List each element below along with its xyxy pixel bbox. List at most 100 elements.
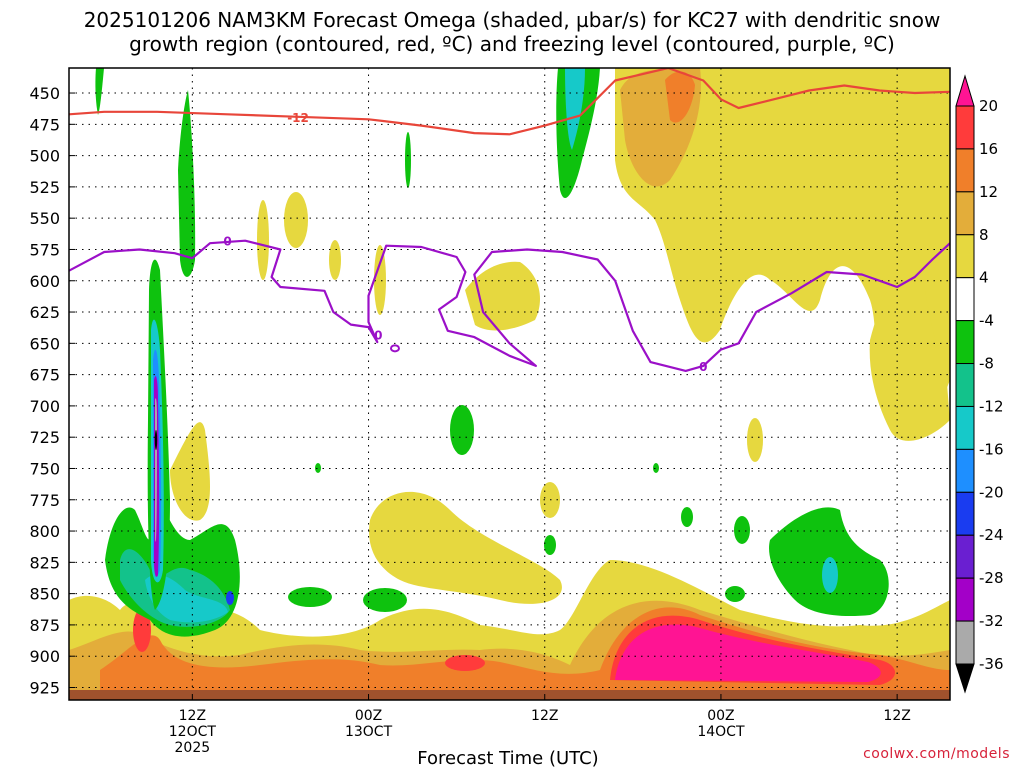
colorbar-label-8: -16	[979, 440, 1004, 458]
contour-freezing-line	[69, 239, 950, 372]
x-tick-label-30-1: 14OCT	[697, 724, 745, 740]
shade-teal-top-center	[565, 68, 585, 150]
credit-text: coolwx.com/models	[863, 746, 1010, 762]
colorbar-bin-10	[955, 491, 975, 536]
y-axis-ticks: 450 475 500 525 550 575 600 625 650 675 700 725 750 7…	[29, 84, 75, 697]
colorbar-bin-9	[955, 448, 975, 493]
shade-yellow-upper-right	[615, 68, 950, 433]
y-tick-label-850: 850	[29, 585, 60, 604]
y-tick-label-600: 600	[29, 272, 60, 291]
colorbar-bin-8	[955, 405, 975, 450]
shade-green-cell-b	[288, 587, 332, 607]
y-tick-label-900: 900	[29, 647, 60, 666]
colorbar-top-arrow	[955, 74, 975, 107]
colorbar-label-1: 16	[979, 140, 998, 158]
shade-black-column	[154, 430, 158, 450]
x-tick-label-0-1: 12OCT	[169, 724, 217, 740]
y-tick-label-575: 575	[29, 240, 60, 259]
colorbar-label-12: -32	[979, 612, 1004, 630]
colorbar-bin-5	[955, 277, 975, 322]
shade-yellow-blob-c	[329, 240, 341, 280]
colorbar-bin-6	[955, 320, 975, 365]
colorbar-bin-11	[955, 534, 975, 579]
shade-red-spot2	[445, 655, 485, 671]
shade-magenta-core	[615, 624, 881, 682]
plot-border	[68, 67, 951, 701]
y-tick-label-475: 475	[29, 115, 60, 134]
shade-yellow-right-lobe	[869, 240, 950, 441]
shade-green-cell-c	[363, 588, 407, 612]
y-tick-label-750: 750	[29, 459, 60, 478]
y-tick-label-550: 550	[29, 209, 60, 228]
colorbar-bottom-arrow	[955, 663, 975, 694]
x-tick-label-30-0: 00Z	[707, 708, 734, 724]
shade-yellow-blob-a	[284, 192, 308, 248]
contour-freezing-label-2: 0	[699, 360, 707, 374]
omega-shading	[69, 68, 950, 690]
shade-green-cell-g	[725, 586, 745, 602]
colorbar-label-5: -4	[979, 312, 994, 330]
shade-green-cell-f	[734, 516, 750, 544]
colorbar: 20 16 12 8 4 -4 -8 -12 -16 -20 -24 -28 -32 -36	[955, 74, 1004, 694]
shade-green-small-2	[653, 463, 659, 473]
colorbar-label-13: -36	[979, 655, 1004, 673]
colorbar-label-7: -12	[979, 397, 1004, 415]
shade-green-upper-streak	[178, 90, 196, 277]
shade-yellow-blob-b	[257, 200, 269, 280]
x-tick-label-10-0: 00Z	[355, 708, 382, 724]
x-tick-label-20-0: 12Z	[531, 708, 558, 724]
colorbar-bin-4	[955, 234, 975, 279]
contour-freezing-small-loop	[389, 344, 400, 353]
y-tick-label-800: 800	[29, 522, 60, 541]
y-tick-label-725: 725	[29, 428, 60, 447]
shade-orange-upper-core	[665, 71, 695, 123]
contour-minus12-line	[69, 68, 950, 136]
contour-freezing-label-1: 0	[374, 329, 382, 343]
colorbar-bin-13	[955, 620, 975, 665]
colorbar-label-0: 20	[979, 97, 998, 115]
shade-blue-lowleft	[226, 591, 234, 605]
x-tick-label-10-1: 13OCT	[345, 724, 393, 740]
ground-band	[69, 689, 950, 700]
shade-yellow-mid-left	[369, 491, 562, 604]
shade-green-small-1	[315, 463, 321, 473]
y-tick-label-875: 875	[29, 616, 60, 635]
y-tick-label-525: 525	[29, 178, 60, 197]
colorbar-bin-3	[955, 191, 975, 236]
x-tick-label-0-2: 2025	[175, 740, 211, 756]
colorbar-label-4: 4	[979, 269, 989, 287]
colorbar-label-6: -8	[979, 355, 994, 373]
shade-green-cell-e	[681, 507, 693, 527]
shade-yellow-blob-d	[374, 245, 386, 315]
contours: -12 0 0 0	[69, 68, 950, 374]
y-tick-label-650: 650	[29, 334, 60, 353]
colorbar-bin-1	[955, 105, 975, 150]
y-tick-label-775: 775	[29, 491, 60, 510]
shade-teal-right-area	[822, 557, 838, 593]
colorbar-label-9: -20	[979, 483, 1004, 501]
chart-title-line1: 2025101206 NAM3KM Forecast Omega (shaded…	[83, 8, 941, 32]
colorbar-label-11: -28	[979, 569, 1004, 587]
colorbar-label-3: 8	[979, 226, 989, 244]
y-tick-label-500: 500	[29, 147, 60, 166]
shade-red-spot1	[133, 608, 151, 652]
colorbar-bin-7	[955, 363, 975, 407]
shade-green-cell-a	[450, 405, 474, 455]
x-tick-label-0-0: 12Z	[179, 708, 206, 724]
colorbar-label-10: -24	[979, 526, 1004, 544]
shade-yellow-low-left	[170, 422, 210, 521]
shade-green-cell-d	[544, 535, 556, 555]
x-tick-label-40-0: 12Z	[883, 708, 910, 724]
colorbar-bin-12	[955, 577, 975, 622]
colorbar-bin-2	[955, 148, 975, 193]
y-tick-label-700: 700	[29, 397, 60, 416]
y-tick-label-925: 925	[29, 678, 60, 697]
chart-title-line2: growth region (contoured, red, ºC) and f…	[129, 32, 895, 56]
x-axis-label: Forecast Time (UTC)	[417, 748, 598, 768]
y-tick-label-675: 675	[29, 366, 60, 385]
contour-minus12-label: -12	[287, 111, 309, 125]
shade-green-small-3	[405, 132, 411, 188]
colorbar-label-2: 12	[979, 183, 998, 201]
